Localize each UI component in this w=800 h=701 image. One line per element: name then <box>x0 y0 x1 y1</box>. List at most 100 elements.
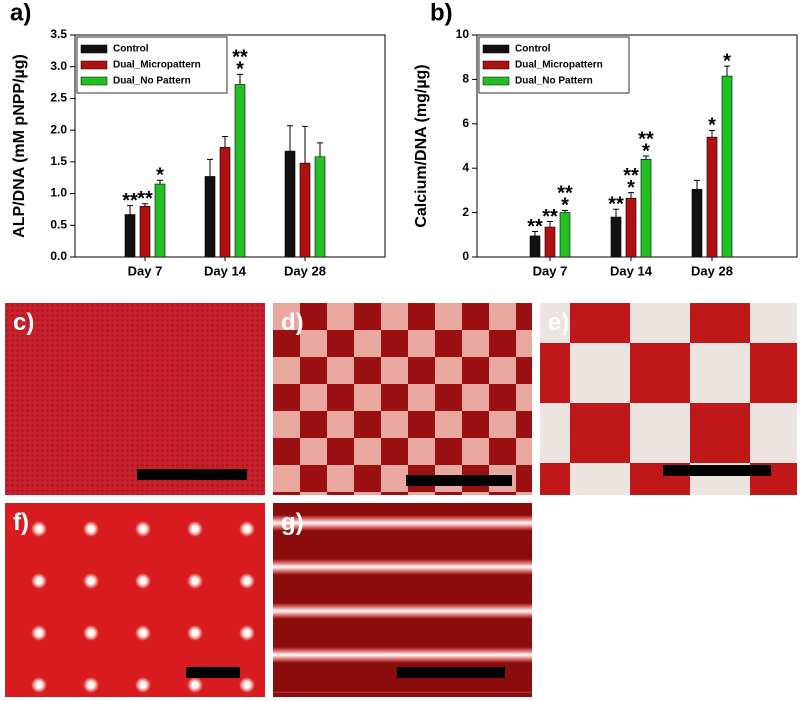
error-bar <box>302 125 308 164</box>
significance-mark: ** <box>232 47 248 69</box>
y-tick-label: 0 <box>462 249 469 263</box>
bar <box>706 136 718 258</box>
bar <box>124 214 136 258</box>
y-tick-label: 1.5 <box>50 154 67 168</box>
bar <box>219 146 231 258</box>
error-bar <box>643 155 649 160</box>
significance-mark: ** <box>527 216 543 238</box>
panel-label: g) <box>281 509 304 536</box>
legend-swatch <box>80 76 108 86</box>
legend-label: Dual_No Pattern <box>515 76 593 87</box>
legend-label: Control <box>113 44 149 55</box>
error-bar <box>157 179 163 185</box>
y-tick-label: 6 <box>462 116 469 130</box>
error-bar <box>694 179 700 190</box>
plot-frame <box>476 34 798 258</box>
error-bar <box>613 208 619 218</box>
panel-label: f) <box>13 509 29 536</box>
legend-label: Dual_Micropattern <box>113 60 201 71</box>
x-tick-label: Day 28 <box>284 263 326 278</box>
y-tick-label: 3.0 <box>50 59 67 73</box>
legend-swatch <box>80 60 108 70</box>
y-tick-label: 10 <box>456 27 470 41</box>
significance-mark: ** <box>557 183 573 205</box>
scale-bar <box>137 469 247 480</box>
error-bar <box>317 142 323 157</box>
panel-label: b) <box>430 0 453 26</box>
y-axis-label: Calcium/DNA (mg/µg) <box>413 64 430 227</box>
bar <box>559 212 571 258</box>
error-bar <box>142 203 148 207</box>
x-tick-label: Day 7 <box>128 263 163 278</box>
y-axis-label: ALP/DNA (mM pNPP/µg) <box>11 54 28 238</box>
panel-label: e) <box>548 309 570 336</box>
error-bar <box>532 230 538 236</box>
micrograph: g) <box>273 503 532 697</box>
x-tick-label: Day 14 <box>610 263 653 278</box>
bar <box>625 197 637 258</box>
error-bar <box>207 158 213 177</box>
bar <box>204 176 216 258</box>
y-tick-label: 1.0 <box>50 186 67 200</box>
significance-mark: * <box>156 165 164 187</box>
y-tick-label: 2 <box>462 205 469 219</box>
x-tick-label: Day 14 <box>204 263 247 278</box>
error-bar <box>237 73 243 85</box>
y-tick-label: 2.0 <box>50 122 67 136</box>
significance-mark: ** <box>137 188 153 210</box>
bar <box>610 216 622 258</box>
micrograph: d) <box>273 303 532 495</box>
panel-label: a) <box>10 0 31 26</box>
panel-label: d) <box>281 309 304 336</box>
y-tick-label: 4 <box>462 160 469 174</box>
bar <box>284 150 296 258</box>
scale-bar <box>186 667 240 678</box>
bar <box>691 188 703 258</box>
significance-mark: ** <box>623 165 639 187</box>
micrograph: c) <box>5 303 265 495</box>
legend-label: Dual_No Pattern <box>113 76 191 87</box>
y-tick-label: 3.5 <box>50 27 67 41</box>
legend-swatch <box>482 44 510 54</box>
bar <box>544 226 556 258</box>
x-tick-label: Day 28 <box>691 263 733 278</box>
error-bar <box>724 65 730 77</box>
significance-mark: ** <box>542 206 558 228</box>
bar <box>154 183 166 258</box>
error-bar <box>709 129 715 138</box>
bar <box>299 162 311 258</box>
bar <box>721 75 733 258</box>
significance-mark: * <box>723 50 731 72</box>
significance-mark: * <box>708 115 716 137</box>
scale-bar <box>663 465 771 476</box>
error-bar <box>287 125 293 152</box>
significance-mark: * <box>642 140 650 162</box>
bar <box>139 205 151 258</box>
y-tick-label: 8 <box>462 72 469 86</box>
scale-bar <box>406 475 512 486</box>
scale-bar <box>397 667 505 678</box>
legend-swatch <box>80 44 108 54</box>
error-bar <box>628 192 634 199</box>
micrograph: f) <box>5 503 265 697</box>
error-bar <box>222 135 228 148</box>
legend-swatch <box>482 76 510 86</box>
micrograph: e) <box>540 303 797 495</box>
charts: a) ALP/DNA (mM pNPP/µg) 0.0 0.5 1.0 1.5 2.0 2.5… <box>10 0 798 278</box>
significance-mark: * <box>236 59 244 81</box>
error-bar <box>562 209 568 213</box>
significance-mark: ** <box>122 190 138 212</box>
y-tick-label: 0.0 <box>50 249 67 263</box>
bar <box>640 159 652 258</box>
bar <box>314 156 326 258</box>
bar <box>529 235 541 258</box>
bar <box>234 84 246 258</box>
error-bar <box>547 220 553 228</box>
error-bar <box>127 205 133 215</box>
significance-mark: * <box>561 195 569 217</box>
legend-label: Dual_Micropattern <box>515 60 603 71</box>
panel-label: c) <box>13 309 35 336</box>
significance-mark: * <box>627 177 635 199</box>
x-tick-label: Day 7 <box>533 263 568 278</box>
